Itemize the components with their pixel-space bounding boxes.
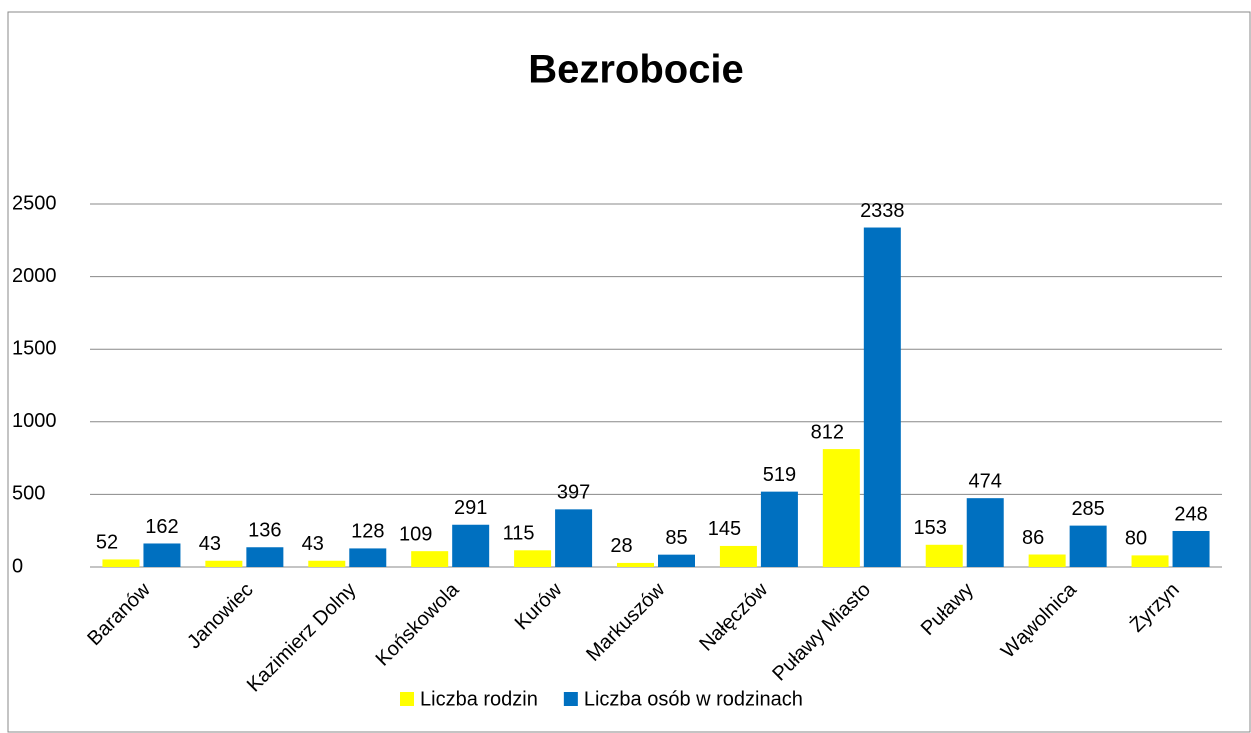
bar [925, 544, 963, 567]
bar [1069, 525, 1107, 567]
data-label: 248 [1174, 503, 1207, 525]
data-label: 85 [665, 527, 687, 549]
data-label: 43 [302, 533, 324, 555]
data-label: 43 [199, 533, 221, 555]
bar [246, 547, 284, 567]
y-tick-label: 1500 [12, 337, 57, 359]
data-label: 474 [969, 470, 1002, 492]
data-label: 80 [1125, 528, 1147, 550]
bar [514, 550, 552, 567]
data-label: 136 [248, 520, 281, 542]
bar [143, 543, 181, 567]
y-tick-label: 1000 [12, 410, 57, 432]
y-tick-label: 0 [12, 555, 23, 577]
bar [760, 491, 798, 567]
data-label: 153 [914, 517, 947, 539]
data-label: 128 [351, 521, 384, 543]
data-label: 291 [454, 497, 487, 519]
y-tick-label: 2500 [12, 192, 57, 214]
data-label: 52 [96, 532, 118, 554]
bar [349, 548, 387, 567]
bar [1172, 530, 1210, 567]
legend-label: Liczba osób w rodzinach [584, 688, 803, 710]
bar [719, 545, 757, 567]
data-label: 28 [610, 535, 632, 557]
bar [822, 449, 860, 567]
legend-swatch [563, 692, 578, 706]
bar [617, 562, 654, 567]
data-label: 145 [708, 518, 741, 540]
bar [102, 559, 140, 567]
data-label: 812 [811, 421, 844, 443]
bar [658, 554, 695, 567]
data-label: 115 [503, 523, 535, 545]
data-label: 109 [399, 523, 432, 545]
legend-label: Liczba rodzin [420, 688, 538, 710]
data-label: 162 [145, 516, 178, 538]
bar [1131, 555, 1169, 567]
bar [863, 227, 901, 567]
bar [411, 551, 449, 567]
chart-frame [7, 11, 1251, 733]
bar [308, 560, 346, 567]
bar [205, 560, 243, 567]
bar [1028, 554, 1066, 567]
y-tick-label: 2000 [12, 265, 57, 287]
data-label: 2338 [860, 200, 905, 222]
bar [452, 524, 490, 567]
legend-swatch [400, 692, 414, 706]
chart-title: Bezrobocie [528, 48, 744, 92]
data-label: 519 [763, 464, 796, 486]
bar [966, 498, 1004, 567]
data-label: 397 [557, 482, 590, 504]
y-tick-label: 500 [12, 483, 45, 505]
bar [555, 509, 593, 567]
data-label: 285 [1071, 498, 1104, 520]
data-label: 86 [1022, 527, 1044, 549]
